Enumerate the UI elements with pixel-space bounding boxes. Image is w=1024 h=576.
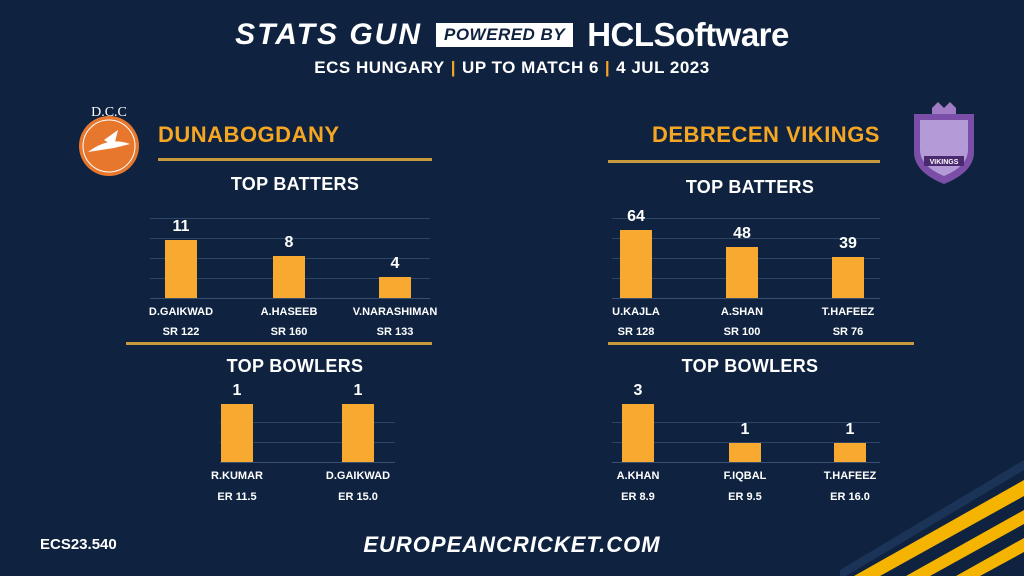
chart-bar	[221, 404, 253, 462]
chart-bar	[273, 255, 305, 298]
bar-value-label: 11	[172, 218, 190, 235]
player-name-label: F.IQBAL	[723, 470, 767, 482]
svg-text:VIKINGS: VIKINGS	[930, 159, 959, 166]
player-rate-label: SR 100	[723, 326, 761, 338]
sponsor-logo-text: HCLSoftware	[587, 16, 789, 53]
gridline	[150, 278, 430, 279]
chart-bar	[165, 240, 197, 298]
gridline	[612, 238, 880, 239]
player-rate-label: SR 133	[376, 326, 414, 338]
bar-value-label: 3	[633, 382, 643, 399]
bar-value-label: 8	[284, 233, 294, 251]
bar-value-label: 1	[232, 382, 242, 399]
gridline	[150, 258, 430, 259]
bar-value-label: 48	[733, 225, 751, 242]
subtitle-range: UP TO MATCH 6	[462, 58, 599, 77]
bar-value-label: 1	[740, 420, 750, 438]
player-rate-label: ER 9.5	[728, 491, 762, 503]
gridline	[150, 218, 430, 219]
player-name-label: A.HASEEB	[260, 306, 318, 318]
right-bowlers-heading: TOP BOWLERS	[681, 356, 819, 376]
bar-value-label: 1	[353, 382, 363, 399]
chart-baseline	[220, 462, 395, 463]
gridline	[612, 278, 880, 279]
gridline	[220, 422, 395, 423]
header-title: STATS GUN POWERED BY HCLSoftware	[0, 14, 1024, 56]
chart-bar	[342, 404, 374, 462]
left-team-name: DUNABOGDANY	[158, 122, 340, 147]
chart-bar	[726, 247, 758, 298]
right-section-divider	[608, 342, 914, 345]
player-rate-label: ER 8.9	[621, 491, 655, 503]
player-rate-label: SR 76	[832, 326, 864, 338]
corner-stripes-decoration	[840, 460, 1024, 576]
bar-value-label: 64	[627, 208, 645, 225]
gridline	[150, 238, 430, 239]
subtitle-date: 4 JUL 2023	[616, 58, 710, 77]
gridline	[220, 442, 395, 443]
player-rate-label: ER 15.0	[338, 491, 378, 503]
player-name-label: A.SHAN	[720, 306, 764, 318]
chart-bar	[832, 256, 864, 298]
player-name-label: R.KUMAR	[211, 470, 263, 482]
chart-bar	[379, 276, 411, 298]
chart-bar	[729, 442, 761, 462]
debrecen-vikings-logo-icon: VIKINGS	[914, 102, 974, 184]
player-name-label: U.KAJLA	[612, 306, 660, 318]
left-batters-heading: TOP BATTERS	[230, 174, 360, 194]
bar-value-label: 4	[390, 254, 400, 272]
player-rate-label: SR 128	[617, 326, 655, 338]
brand-title: STATS GUN	[235, 18, 422, 51]
subtitle-competition: ECS HUNGARY	[314, 58, 445, 77]
player-name-label: A.KHAN	[616, 470, 660, 482]
player-rate-label: SR 160	[270, 326, 308, 338]
right-team-name: DEBRECEN VIKINGS	[651, 122, 880, 147]
right-team-divider	[608, 160, 880, 163]
chart-bar	[622, 404, 654, 462]
left-bowlers-heading: TOP BOWLERS	[226, 356, 364, 376]
powered-by-badge: POWERED BY	[436, 23, 574, 47]
right-batters-heading: TOP BATTERS	[685, 177, 815, 197]
bar-value-label: 1	[845, 420, 855, 438]
footer-url[interactable]: EUROPEANCRICKET.COM	[363, 532, 661, 557]
svg-text:D.C.C: D.C.C	[91, 105, 127, 120]
player-name-label: V.NARASHIMAN	[352, 306, 438, 318]
chart-baseline	[150, 298, 430, 299]
gridline	[612, 422, 880, 423]
subtitle: ECS HUNGARY | UP TO MATCH 6 | 4 JUL 2023	[314, 58, 710, 77]
player-rate-label: SR 122	[162, 326, 200, 338]
left-team-divider	[158, 158, 432, 161]
dunabogdany-logo-icon: D.C.C	[79, 105, 139, 176]
chart-bar	[620, 230, 652, 298]
bar-value-label: 39	[839, 234, 857, 252]
left-section-divider	[126, 342, 432, 345]
chart-baseline	[612, 298, 880, 299]
footer-code: ECS23.540	[40, 536, 117, 553]
player-name-label: D.GAIKWAD	[325, 470, 391, 482]
player-name-label: T.HAFEEZ	[821, 306, 875, 318]
player-rate-label: ER 11.5	[217, 491, 257, 503]
gridline	[612, 258, 880, 259]
player-name-label: D.GAIKWAD	[148, 306, 214, 318]
gridline	[612, 218, 880, 219]
